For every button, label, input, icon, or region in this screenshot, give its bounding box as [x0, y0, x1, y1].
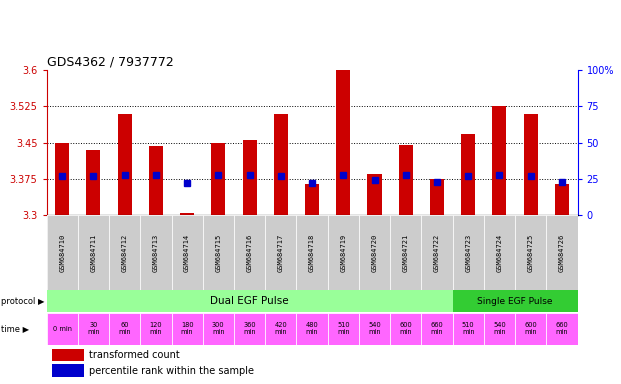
Bar — [328, 215, 359, 290]
Bar — [422, 215, 453, 290]
Bar — [453, 215, 484, 290]
Text: 360
min: 360 min — [243, 323, 256, 335]
Bar — [368, 174, 381, 215]
Bar — [52, 364, 84, 377]
Text: GSM684726: GSM684726 — [559, 233, 565, 272]
Text: 300
min: 300 min — [212, 323, 225, 335]
Bar — [180, 213, 194, 215]
Text: 660
min: 660 min — [556, 323, 568, 335]
Bar — [296, 215, 328, 290]
Text: GSM684723: GSM684723 — [465, 233, 471, 272]
Bar — [47, 215, 78, 290]
Text: GSM684725: GSM684725 — [528, 233, 533, 272]
Bar — [78, 313, 109, 344]
Bar — [117, 114, 132, 215]
Bar — [453, 313, 484, 344]
Text: 0 min: 0 min — [53, 326, 71, 332]
Text: 480
min: 480 min — [306, 323, 319, 335]
Text: GSM684710: GSM684710 — [59, 233, 65, 272]
Bar — [359, 215, 390, 290]
Text: GSM684711: GSM684711 — [91, 233, 96, 272]
Bar — [243, 140, 256, 215]
Bar — [328, 313, 359, 344]
Bar — [296, 313, 328, 344]
Bar — [359, 313, 390, 344]
Bar — [86, 150, 101, 215]
Text: 600
min: 600 min — [524, 323, 537, 335]
Bar — [211, 143, 225, 215]
Bar — [336, 70, 350, 215]
Bar — [265, 313, 296, 344]
Text: GSM684712: GSM684712 — [122, 233, 128, 272]
Text: GDS4362 / 7937772: GDS4362 / 7937772 — [47, 55, 173, 68]
Bar — [149, 146, 163, 215]
Bar — [461, 134, 475, 215]
Bar — [171, 215, 202, 290]
Text: protocol ▶: protocol ▶ — [1, 297, 45, 306]
Bar — [484, 313, 515, 344]
Text: 180
min: 180 min — [181, 323, 193, 335]
Bar — [422, 313, 453, 344]
Bar — [202, 215, 234, 290]
Text: GSM684718: GSM684718 — [309, 233, 315, 272]
Text: 510
min: 510 min — [462, 323, 474, 335]
Text: GSM684713: GSM684713 — [153, 233, 159, 272]
Bar — [524, 114, 538, 215]
Bar — [234, 215, 265, 290]
Bar — [109, 313, 140, 344]
Bar — [390, 313, 422, 344]
Text: GSM684716: GSM684716 — [247, 233, 253, 272]
Text: GSM684720: GSM684720 — [371, 233, 378, 272]
Text: GSM684714: GSM684714 — [184, 233, 190, 272]
Text: 510
min: 510 min — [337, 323, 350, 335]
Bar — [515, 313, 546, 344]
Text: percentile rank within the sample: percentile rank within the sample — [89, 366, 254, 376]
Text: Dual EGF Pulse: Dual EGF Pulse — [211, 296, 289, 306]
Bar — [78, 215, 109, 290]
Bar — [47, 313, 78, 344]
Bar — [399, 145, 413, 215]
Bar — [546, 313, 578, 344]
Bar — [55, 143, 69, 215]
Text: 540
min: 540 min — [368, 323, 381, 335]
Text: 30
min: 30 min — [87, 323, 100, 335]
Bar — [52, 349, 84, 361]
Text: GSM684715: GSM684715 — [215, 233, 221, 272]
Bar — [274, 114, 288, 215]
Bar — [492, 106, 507, 215]
Bar — [140, 313, 171, 344]
Bar — [47, 290, 453, 312]
Bar — [202, 313, 234, 344]
Text: 60
min: 60 min — [119, 323, 131, 335]
Text: transformed count: transformed count — [89, 350, 180, 360]
Bar — [546, 215, 578, 290]
Text: GSM684722: GSM684722 — [434, 233, 440, 272]
Bar — [430, 179, 444, 215]
Bar — [555, 184, 569, 215]
Text: GSM684719: GSM684719 — [340, 233, 347, 272]
Bar — [453, 290, 578, 312]
Text: 120
min: 120 min — [150, 323, 162, 335]
Text: Single EGF Pulse: Single EGF Pulse — [478, 297, 553, 306]
Bar — [484, 215, 515, 290]
Bar — [390, 215, 422, 290]
Bar — [265, 215, 296, 290]
Bar — [515, 215, 546, 290]
Text: GSM684717: GSM684717 — [278, 233, 284, 272]
Bar — [109, 215, 140, 290]
Text: 660
min: 660 min — [430, 323, 443, 335]
Bar — [140, 215, 171, 290]
Bar — [171, 313, 202, 344]
Text: GSM684721: GSM684721 — [403, 233, 409, 272]
Bar — [305, 184, 319, 215]
Text: GSM684724: GSM684724 — [496, 233, 502, 272]
Text: 420
min: 420 min — [274, 323, 287, 335]
Text: time ▶: time ▶ — [1, 324, 29, 333]
Text: 540
min: 540 min — [493, 323, 506, 335]
Bar — [234, 313, 265, 344]
Text: 600
min: 600 min — [399, 323, 412, 335]
